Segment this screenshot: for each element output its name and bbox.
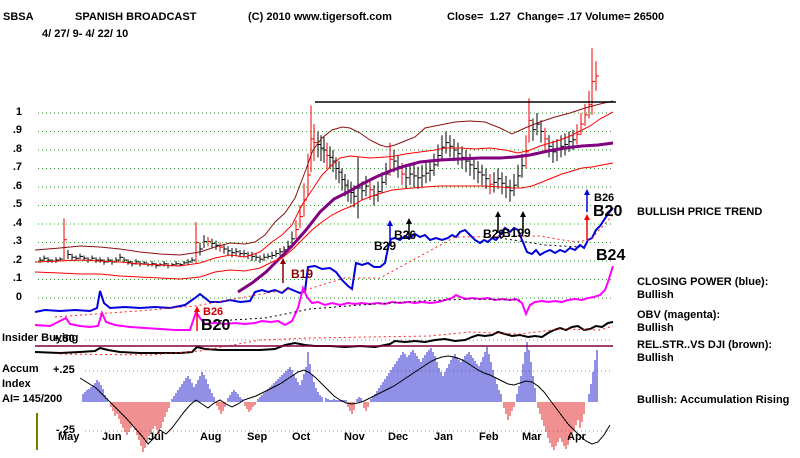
dotted-trendline	[304, 214, 614, 291]
closing-power-line	[34, 207, 614, 313]
buy-signal-label: B20	[201, 317, 231, 334]
ticker-symbol: SBSA	[3, 11, 34, 23]
dotted-trendline	[214, 298, 521, 322]
indicator-status-label: Bullish	[637, 352, 674, 364]
obv-line	[34, 265, 614, 331]
buy-signal-label: B29	[483, 227, 506, 241]
buy-signal-label: B19	[291, 267, 314, 281]
dotted-trendline	[499, 237, 581, 248]
date-range: 4/ 27/ 9- 4/ 22/ 10	[42, 28, 129, 40]
buy-signal-label: B24	[596, 247, 626, 264]
ai-signal-line	[79, 355, 611, 445]
ai-value-label: AI= 145/200	[2, 393, 63, 405]
price-axis-label: .4	[12, 217, 22, 229]
buy-signal-label: B20	[593, 203, 623, 220]
month-label: May	[58, 431, 80, 443]
month-label: Jan	[434, 431, 453, 443]
price-axis-label: .9	[12, 124, 22, 136]
aux-axis-label: +.50	[53, 333, 75, 345]
month-label: Aug	[200, 431, 222, 443]
brown-upper-line	[34, 100, 614, 256]
price-axis-label: .8	[12, 143, 22, 155]
red-lower-band-line	[34, 162, 614, 280]
month-label: Nov	[344, 431, 365, 443]
signal-arrow-head	[520, 211, 526, 217]
aux-axis-label: +.25	[53, 364, 75, 376]
signal-arrow-head	[387, 220, 393, 226]
insider-buying-label: Insider Buying	[2, 332, 79, 344]
indicator-status-label: OBV (magenta):	[637, 309, 721, 321]
month-label: Jul	[148, 431, 164, 443]
month-label: Mar	[522, 431, 542, 443]
month-label: Apr	[567, 431, 586, 443]
price-axis-label: .5	[12, 198, 22, 210]
price-axis-label: 0	[15, 291, 22, 303]
buy-signal-label: B26	[394, 228, 417, 242]
month-label: Feb	[479, 431, 499, 443]
aux-axis-label: -.25	[56, 424, 75, 436]
buy-signal-label: B29	[374, 239, 397, 253]
buy-signal-label: B26	[594, 192, 615, 204]
buy-signal-label: B199	[502, 226, 531, 240]
red-upper-band-line	[34, 111, 614, 267]
indicator-status-label: Bullish: Accumulation Rising	[637, 394, 790, 406]
signal-arrow-head	[584, 214, 590, 220]
price-axis-label: .7	[12, 161, 22, 173]
price-axis-label: .6	[12, 180, 22, 192]
purple-ma-line	[237, 141, 614, 294]
price-axis-label: .2	[12, 254, 22, 266]
signal-arrow-head	[406, 218, 412, 224]
price-axis-label: .1	[12, 272, 22, 284]
dotted-trendline	[59, 325, 614, 356]
insider-black-line	[34, 321, 614, 355]
buy-signal-label: B26	[203, 306, 224, 318]
signal-arrow-head	[495, 211, 501, 217]
indicator-status-label: CLOSING POWER (blue):	[637, 276, 769, 288]
signal-arrow-head	[584, 189, 590, 195]
signal-arrow-head	[194, 306, 200, 312]
price-axis-label: .3	[12, 235, 22, 247]
indicator-status-label: Bullish	[637, 289, 674, 301]
accum-label-line1: Accum	[2, 363, 39, 375]
indicator-status-label: REL.STR..VS DJI (brown):	[637, 339, 773, 351]
month-label: Sep	[247, 431, 268, 443]
price-axis-label: 1	[15, 106, 22, 118]
copyright-text: (C) 2010 www.tigersoft.com	[248, 11, 392, 23]
company-name: SPANISH BROADCAST	[75, 11, 197, 23]
quote-summary: Close= 1.27 Change= .17 Volume= 26500	[447, 11, 665, 23]
month-label: Jun	[102, 431, 122, 443]
indicator-status-label: BULLISH PRICE TREND	[637, 206, 763, 218]
month-label: Oct	[292, 431, 311, 443]
month-label: Dec	[388, 431, 409, 443]
accum-label-line2: Index	[2, 378, 31, 390]
indicator-status-label: Bullish	[637, 322, 674, 334]
signal-arrow-head	[280, 258, 286, 264]
